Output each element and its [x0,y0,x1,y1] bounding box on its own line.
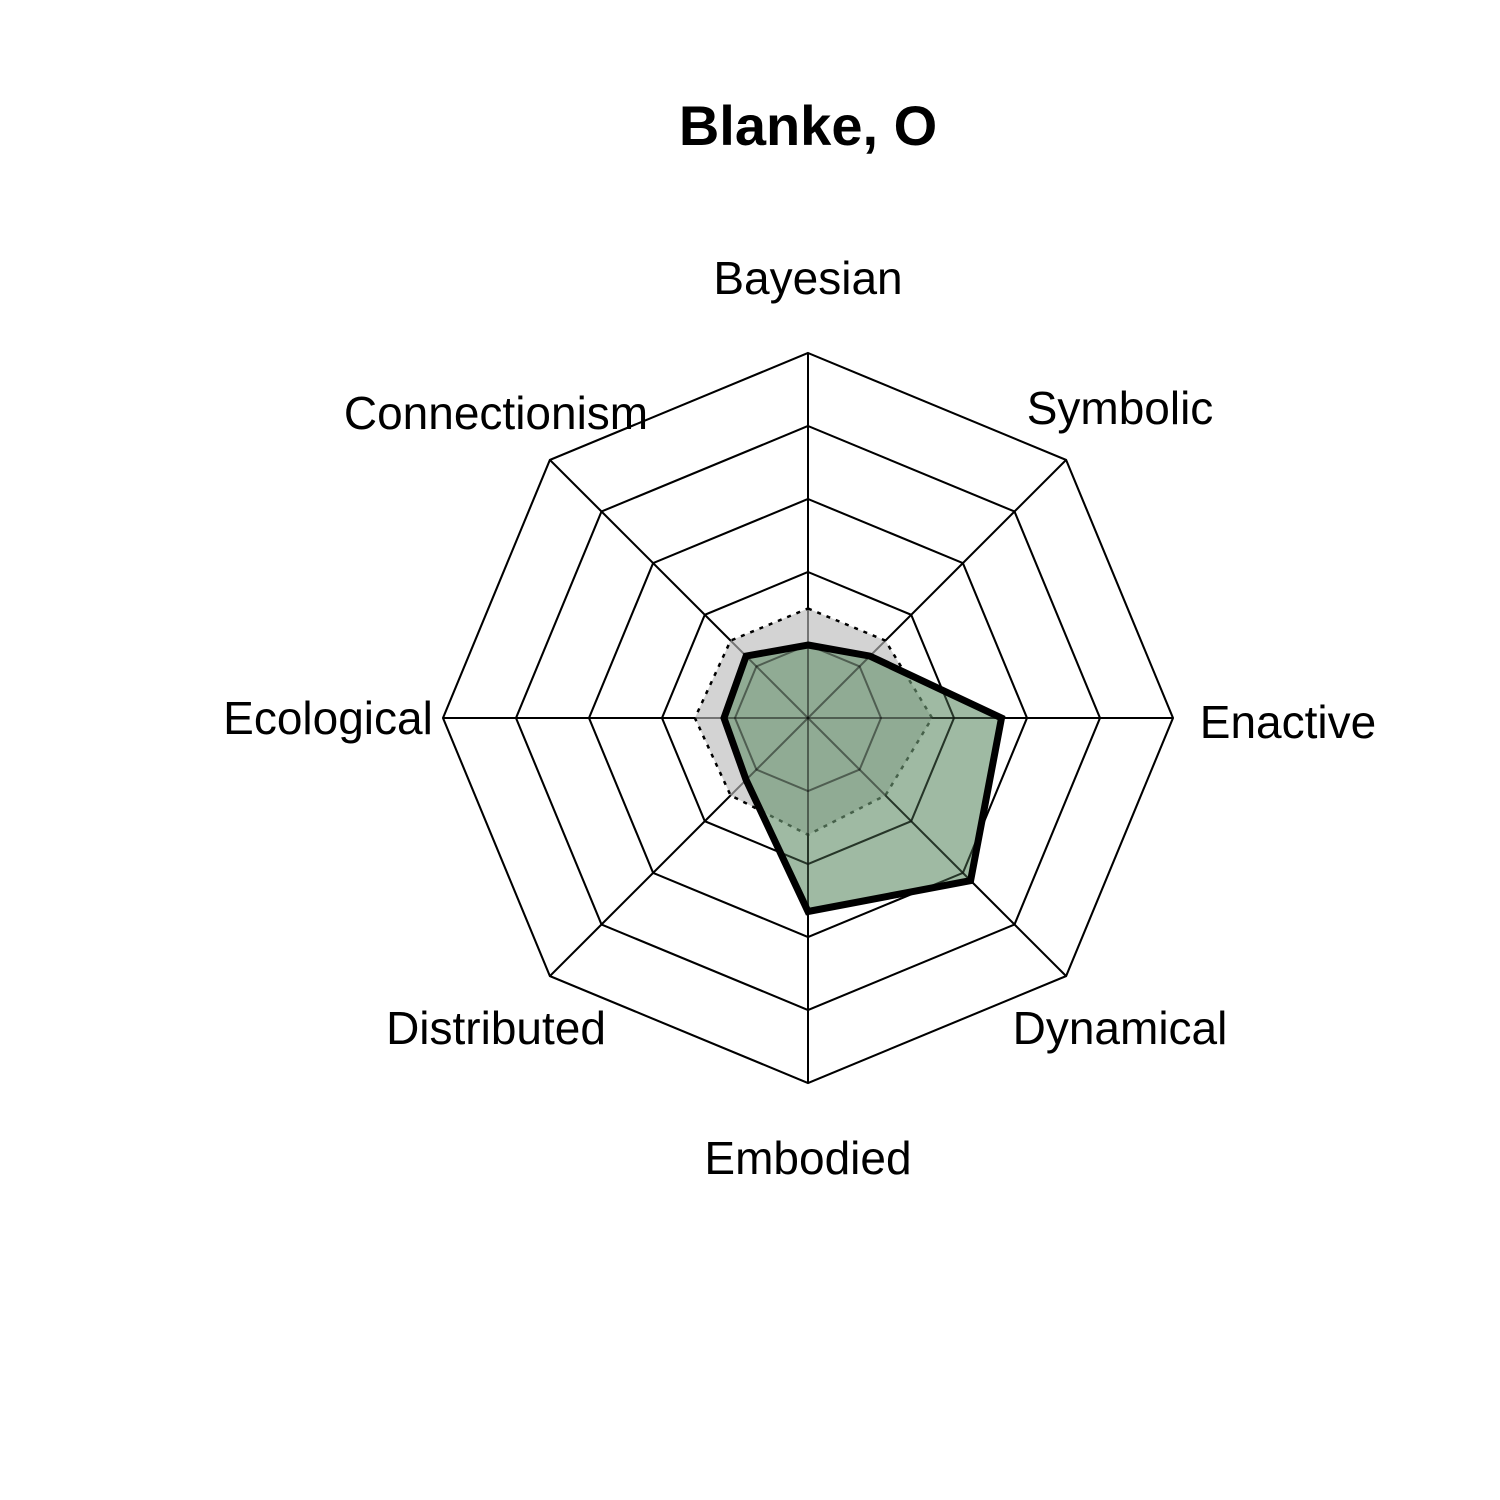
chart-title: Blanke, O [679,94,937,157]
grid-ring-3 [587,497,1029,939]
spoke-dynamical [807,717,1067,977]
axis-label-connectionism: Connectionism [344,387,648,439]
spoke-distributed [549,717,809,977]
axis-label-dynamical: Dynamical [1013,1002,1228,1054]
grid-ring-2 [660,570,956,866]
axis-label-symbolic: Symbolic [1027,382,1214,434]
series-solid-polygon [720,641,1006,916]
axis-labels: Bayesian Symbolic Enactive Dynamical Embodie… [223,252,1376,1184]
axis-label-ecological: Ecological [223,692,433,744]
grid-ring-4 [514,424,1102,1012]
grid-ring-5 [441,351,1175,1085]
axis-label-distributed: Distributed [386,1002,606,1054]
spoke-symbolic [807,459,1067,719]
grid-ring-1 [733,643,883,793]
spoke-connectionism [549,459,809,719]
series-layer [693,607,1006,916]
axis-label-embodied: Embodied [704,1132,911,1184]
axis-label-bayesian: Bayesian [713,252,902,304]
grid-overlay [441,351,1175,1085]
axis-label-enactive: Enactive [1200,696,1376,748]
